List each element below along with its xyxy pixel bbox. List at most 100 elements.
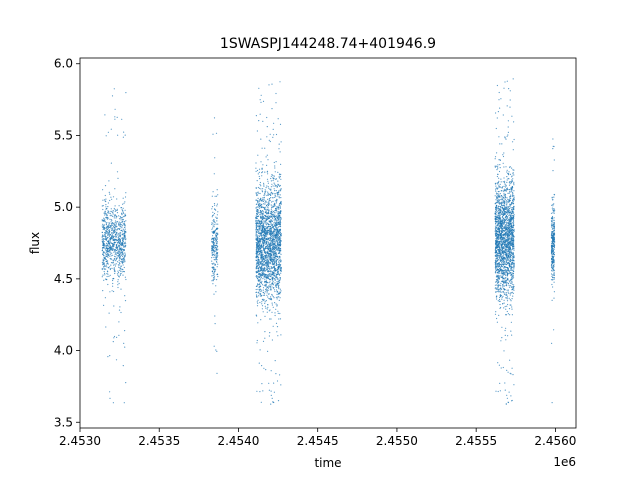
data-point [256, 221, 258, 224]
data-point [262, 100, 265, 102]
data-point [111, 238, 113, 240]
data-point [272, 271, 274, 273]
data-point [121, 247, 123, 249]
data-point [272, 254, 274, 256]
data-point [270, 210, 272, 213]
data-point [273, 248, 275, 250]
data-point [500, 275, 502, 277]
data-point [509, 183, 511, 185]
data-point [110, 255, 112, 257]
data-point [270, 197, 272, 199]
data-point [255, 207, 257, 209]
data-point [115, 254, 117, 256]
data-point [510, 220, 512, 222]
data-point [262, 261, 264, 263]
data-point [276, 214, 278, 217]
data-point [506, 233, 508, 235]
data-point [502, 366, 504, 369]
data-point [512, 194, 514, 196]
data-point [256, 261, 258, 264]
data-point [279, 288, 281, 290]
data-point [103, 256, 105, 258]
data-point [103, 238, 105, 240]
data-point [268, 200, 270, 202]
data-point [260, 251, 262, 253]
data-point [271, 271, 273, 273]
data-point [278, 262, 280, 264]
data-point [265, 265, 268, 267]
data-point [124, 346, 126, 348]
data-point [275, 190, 277, 192]
data-point [263, 235, 265, 237]
data-point [213, 272, 215, 274]
data-point [255, 275, 258, 277]
data-points [101, 78, 556, 405]
data-point [217, 194, 219, 196]
data-point [505, 232, 507, 234]
data-point [270, 223, 272, 225]
data-point [115, 260, 117, 262]
data-point [263, 242, 265, 244]
data-point [506, 197, 508, 199]
data-point [121, 216, 123, 218]
data-point [123, 258, 126, 260]
data-point [273, 177, 275, 180]
data-point [264, 302, 266, 304]
data-point [257, 197, 259, 199]
data-point [278, 176, 280, 178]
data-point [214, 231, 216, 233]
data-point [263, 185, 265, 187]
data-point [263, 214, 266, 216]
data-point [272, 306, 274, 308]
data-point [259, 281, 261, 283]
data-point [500, 230, 502, 232]
data-point [118, 224, 120, 226]
data-point [214, 244, 216, 246]
data-point [265, 208, 267, 210]
data-point [102, 258, 104, 260]
data-point [109, 255, 111, 257]
data-point [261, 258, 263, 260]
data-point [259, 349, 261, 351]
data-point [261, 273, 263, 276]
data-point [505, 263, 507, 266]
data-point [270, 241, 272, 243]
data-point [111, 95, 114, 97]
data-point [121, 209, 123, 211]
data-point [504, 277, 506, 279]
data-point [103, 279, 105, 281]
data-point [497, 259, 500, 261]
data-point [123, 266, 125, 269]
data-point [259, 279, 261, 281]
data-point [256, 301, 258, 303]
data-point [274, 312, 276, 314]
data-point [498, 291, 500, 293]
data-point [505, 221, 507, 223]
data-point [107, 202, 109, 204]
data-point [265, 257, 267, 259]
data-point [261, 168, 263, 170]
data-point [268, 335, 270, 337]
data-point [505, 189, 507, 191]
data-point [507, 371, 509, 373]
data-point [280, 218, 282, 220]
data-point [265, 221, 267, 223]
data-point [506, 285, 508, 287]
data-point [500, 196, 502, 198]
data-point [255, 210, 258, 212]
data-point [119, 239, 121, 242]
data-point [510, 217, 512, 219]
data-point [118, 221, 120, 223]
data-point [275, 228, 278, 230]
data-point [111, 219, 113, 221]
data-point [262, 260, 264, 262]
data-point [123, 342, 125, 344]
data-point [270, 230, 272, 232]
data-point [273, 391, 275, 393]
data-point [263, 239, 265, 242]
data-point [123, 270, 125, 273]
data-point [267, 182, 269, 184]
data-point [213, 212, 216, 215]
data-point [119, 241, 121, 243]
data-point [508, 284, 510, 287]
